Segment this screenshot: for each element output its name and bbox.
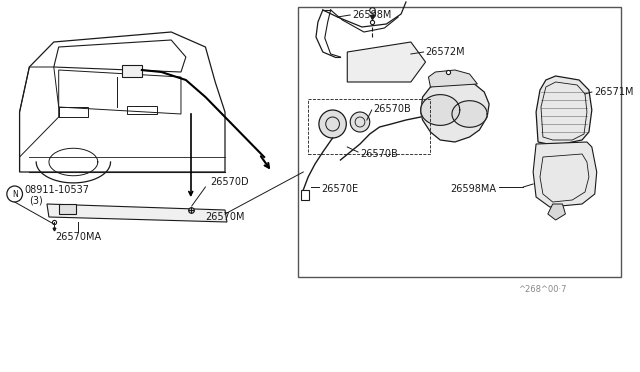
- Text: 26598M: 26598M: [352, 10, 392, 20]
- Polygon shape: [420, 94, 460, 125]
- Bar: [122, 65, 142, 77]
- Bar: [308, 99, 431, 154]
- Circle shape: [350, 112, 370, 132]
- Circle shape: [319, 110, 346, 138]
- Text: 26570D: 26570D: [211, 177, 249, 187]
- Bar: [59, 107, 88, 117]
- Text: 26572M: 26572M: [426, 47, 465, 57]
- Text: 08911-10537: 08911-10537: [24, 185, 90, 195]
- Text: N: N: [12, 189, 17, 199]
- Text: 26570B: 26570B: [360, 149, 397, 159]
- Polygon shape: [428, 70, 477, 87]
- Text: 26570E: 26570E: [321, 184, 358, 194]
- Text: 26598MA: 26598MA: [450, 184, 496, 194]
- Bar: [127, 106, 157, 114]
- Polygon shape: [536, 76, 592, 144]
- Text: (3): (3): [29, 195, 43, 205]
- Polygon shape: [348, 42, 426, 82]
- Bar: [301, 190, 309, 200]
- Text: 26571M: 26571M: [594, 87, 634, 97]
- Text: ^268^00·7: ^268^00·7: [518, 285, 567, 295]
- Bar: [298, 7, 621, 277]
- Text: 26570MA: 26570MA: [55, 232, 101, 242]
- Polygon shape: [420, 82, 489, 142]
- Polygon shape: [533, 142, 596, 207]
- Polygon shape: [548, 204, 565, 220]
- Polygon shape: [47, 204, 227, 222]
- Text: 26570B: 26570B: [374, 104, 412, 114]
- Polygon shape: [452, 101, 487, 127]
- Bar: [59, 204, 76, 214]
- Text: 26570M: 26570M: [205, 212, 245, 222]
